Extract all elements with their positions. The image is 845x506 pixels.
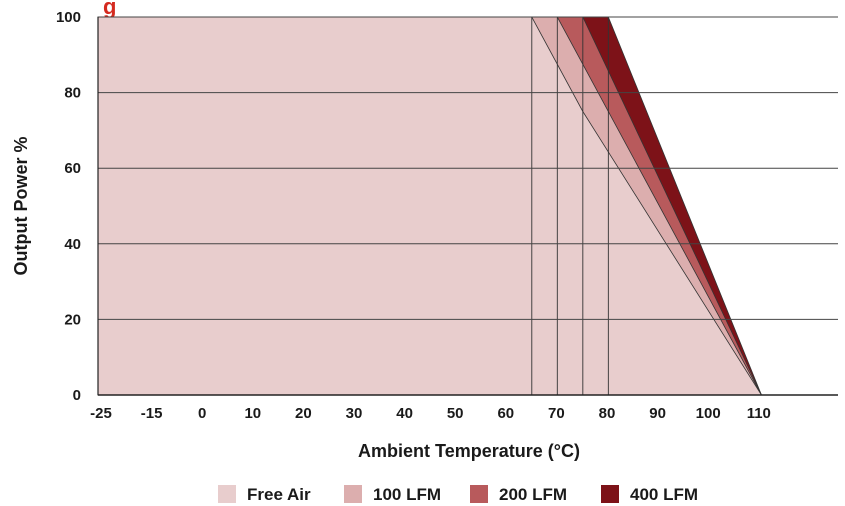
- legend: Free Air 100 LFM 200 LFM 400 LFM: [218, 485, 698, 504]
- x-axis-title: Ambient Temperature (°C): [358, 441, 580, 461]
- y-tick-label: 100: [56, 9, 81, 26]
- legend-swatch: [470, 485, 488, 503]
- y-tick-label: 20: [64, 311, 81, 328]
- x-tick-label: -15: [141, 405, 163, 422]
- legend-swatch: [218, 485, 236, 503]
- x-tick-label: 20: [295, 405, 312, 422]
- x-tick-label: 40: [396, 405, 413, 422]
- breakpoint-lines: [531, 17, 609, 395]
- x-tick-label: 50: [447, 405, 464, 422]
- y-tick-labels: 0 20 40 60 80 100: [56, 9, 81, 404]
- legend-swatch: [344, 485, 362, 503]
- x-tick-label: 110: [747, 405, 771, 422]
- y-axis-title: Output Power %: [11, 137, 31, 276]
- x-tick-label: 100: [696, 405, 721, 422]
- series-areas: [97, 16, 763, 396]
- x-tick-label: -25: [90, 405, 112, 422]
- legend-label: Free Air: [247, 485, 311, 504]
- legend-label: 400 LFM: [630, 485, 698, 504]
- chart-title-fragment: g: [103, 0, 116, 19]
- legend-label: 200 LFM: [499, 485, 567, 504]
- x-tick-label: 0: [198, 405, 206, 422]
- legend-swatch: [601, 485, 619, 503]
- x-tick-label: 90: [649, 405, 666, 422]
- y-tick-label: 40: [64, 236, 81, 253]
- x-tick-label: 30: [346, 405, 363, 422]
- x-tick-label: 70: [548, 405, 565, 422]
- legend-label: 100 LFM: [373, 485, 441, 504]
- x-tick-label: 60: [497, 405, 514, 422]
- y-tick-label: 60: [64, 160, 81, 177]
- grid-lines: [97, 16, 838, 396]
- y-tick-label: 0: [73, 387, 81, 404]
- x-tick-label: 80: [599, 405, 616, 422]
- x-tick-label: 10: [244, 405, 261, 422]
- y-tick-label: 80: [64, 85, 81, 102]
- x-tick-labels: -25 -15 0 10 20 30 40 50 60 70 80 90 100 110: [90, 405, 771, 422]
